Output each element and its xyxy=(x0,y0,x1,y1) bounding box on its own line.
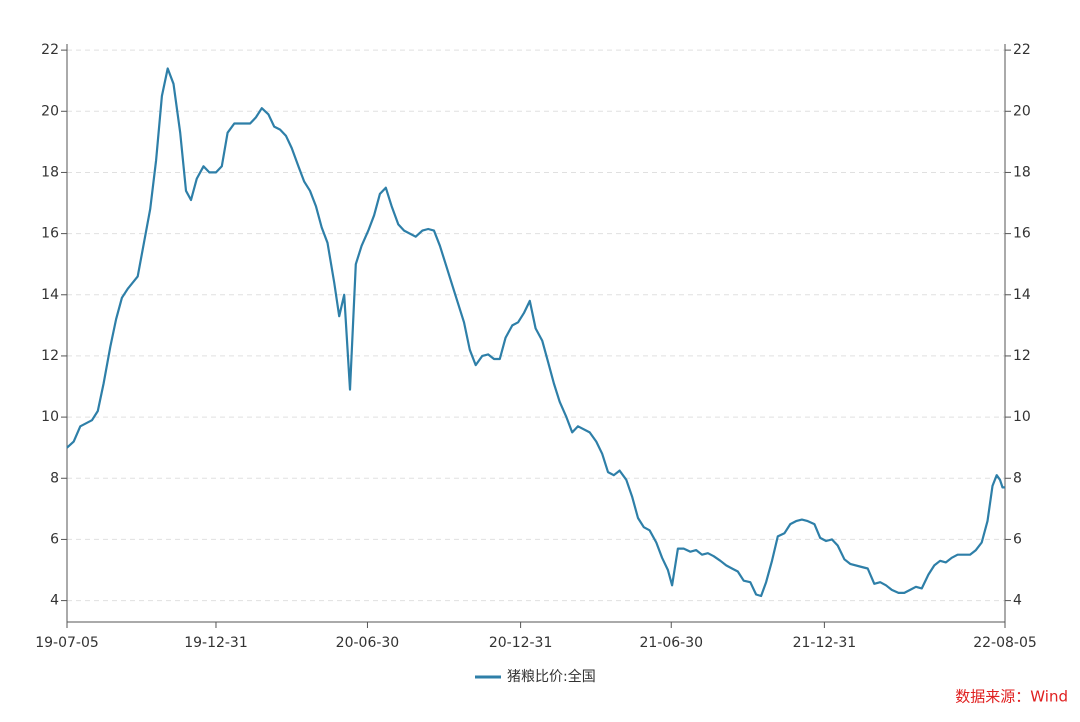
y2-tick-label: 16 xyxy=(1013,226,1031,242)
x-tick-label: 19-12-31 xyxy=(184,635,248,651)
x-tick-label: 20-12-31 xyxy=(489,635,553,651)
y2-tick-label: 12 xyxy=(1013,348,1031,364)
y2-tick-label: 22 xyxy=(1013,42,1031,58)
y2-tick-label: 10 xyxy=(1013,409,1031,425)
y2-tick-label: 6 xyxy=(1013,531,1022,547)
y-tick-label: 4 xyxy=(50,593,59,609)
y-tick-label: 12 xyxy=(41,348,59,364)
y-tick-label: 20 xyxy=(41,103,59,119)
y2-tick-label: 4 xyxy=(1013,593,1022,609)
x-tick-label: 21-06-30 xyxy=(639,635,703,651)
y-tick-label: 16 xyxy=(41,226,59,242)
x-tick-label: 21-12-31 xyxy=(793,635,857,651)
y-tick-label: 6 xyxy=(50,531,59,547)
y2-tick-label: 18 xyxy=(1013,164,1031,180)
x-tick-label: 22-08-05 xyxy=(973,635,1037,651)
x-tick-label: 19-07-05 xyxy=(35,635,99,651)
y-tick-label: 8 xyxy=(50,470,59,486)
source-note: 数据来源：Wind xyxy=(955,688,1068,706)
line-series xyxy=(66,67,1005,598)
legend-label: 猪粮比价:全国 xyxy=(507,668,596,685)
y-tick-label: 22 xyxy=(41,42,59,58)
y2-tick-label: 14 xyxy=(1013,287,1031,303)
y-tick-label: 14 xyxy=(41,287,59,303)
y2-tick-label: 20 xyxy=(1013,103,1031,119)
y2-tick-label: 8 xyxy=(1013,470,1022,486)
y-tick-label: 10 xyxy=(41,409,59,425)
x-tick-label: 20-06-30 xyxy=(336,635,400,651)
y-tick-label: 18 xyxy=(41,164,59,180)
